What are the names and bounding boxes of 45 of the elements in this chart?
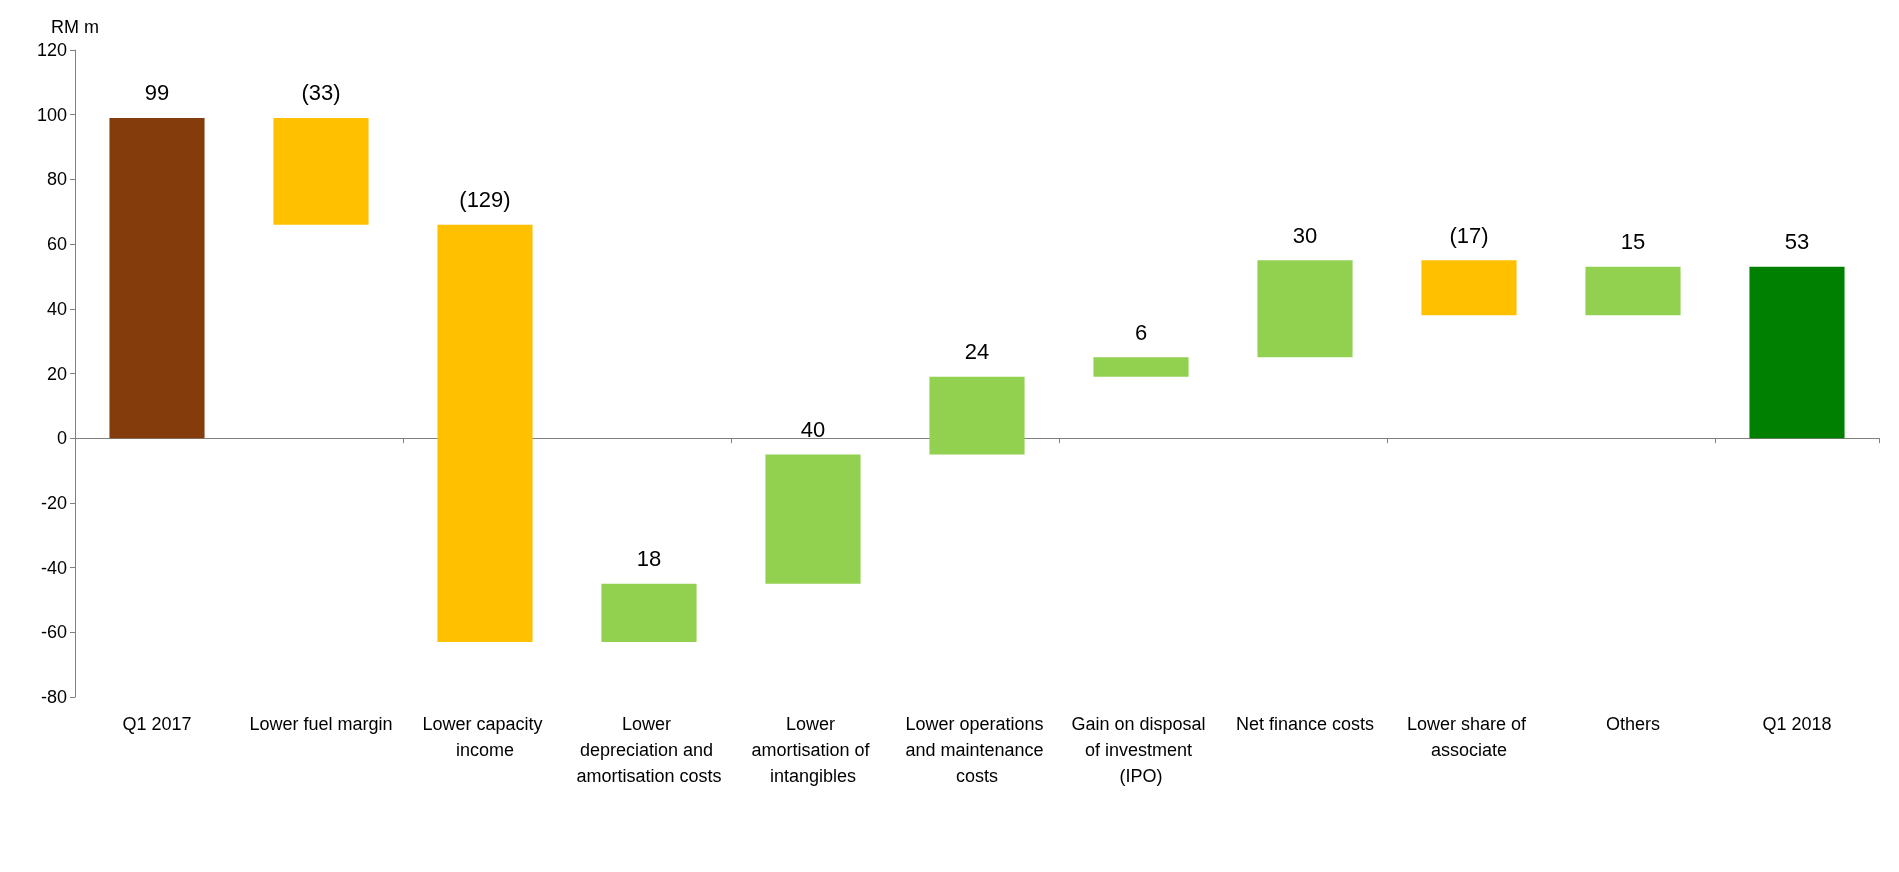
y-tick-label: -40: [40, 557, 67, 578]
data-label: 30: [1292, 222, 1318, 248]
bar: [601, 583, 697, 643]
x-tick-label: Lower amortisation of intangibles: [751, 714, 875, 786]
data-label: 99: [144, 80, 170, 106]
data-label: (129): [459, 187, 511, 213]
x-tick-label: Lower depreciation and amortisation costs: [576, 714, 722, 786]
data-label: 53: [1784, 229, 1810, 255]
y-tick-label: 20: [46, 363, 67, 384]
y-tick-label: -20: [40, 492, 67, 513]
data-label: 24: [964, 339, 990, 365]
x-tick-label: Lower fuel margin: [249, 714, 393, 734]
data-label: (17): [1449, 222, 1489, 248]
bar: [1585, 266, 1681, 316]
bar: [765, 454, 861, 584]
bar: [1257, 260, 1353, 358]
y-axis-title: RM m: [51, 17, 99, 37]
y-tick-label: 100: [36, 104, 67, 125]
y-tick-label: -80: [40, 687, 67, 707]
y-tick-label: 80: [46, 169, 67, 190]
x-tick-label: Net finance costs: [1235, 714, 1375, 734]
bar: [1093, 357, 1189, 377]
data-label: 40: [800, 416, 826, 442]
x-tick-label: Others: [1605, 714, 1661, 734]
data-label: 6: [1134, 319, 1148, 345]
y-tick-label: -60: [40, 622, 67, 643]
data-label: 15: [1620, 229, 1646, 255]
x-tick-label: Lower operations and maintenance costs: [905, 714, 1049, 786]
bar: [437, 224, 533, 643]
data-label: 18: [636, 546, 662, 572]
x-tick-label: Lower capacity income: [422, 714, 548, 760]
y-tick-label: 120: [36, 40, 67, 60]
bar: [273, 117, 369, 225]
y-tick-label: 0: [56, 428, 67, 449]
x-tick-label: Lower share of associate: [1406, 714, 1532, 760]
y-tick-label: 60: [46, 234, 67, 255]
bar: [1421, 260, 1517, 316]
x-tick-label: Q1 2017: [122, 714, 192, 734]
y-tick-label: 40: [46, 298, 67, 319]
bar: [109, 117, 205, 439]
bar: [929, 376, 1025, 455]
x-tick-label: Gain on disposal of investment (IPO): [1071, 714, 1211, 786]
x-tick-label: Q1 2018: [1762, 714, 1832, 734]
bar: [1749, 266, 1845, 439]
data-label: (33): [301, 80, 341, 106]
